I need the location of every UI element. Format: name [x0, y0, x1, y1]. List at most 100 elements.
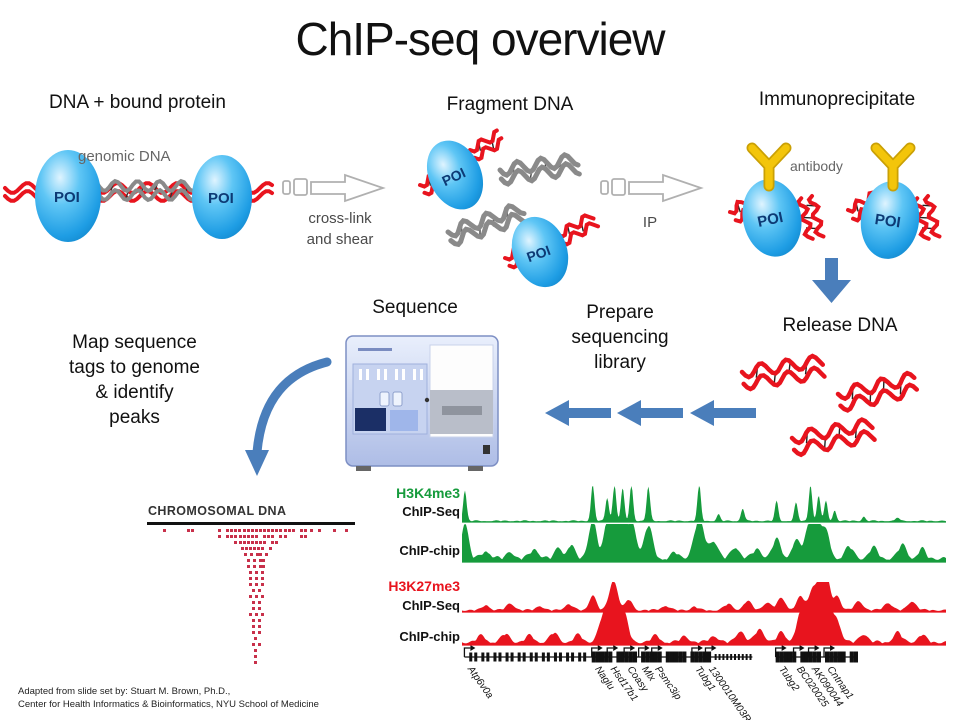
track-h3k27me3-chipseq	[462, 582, 946, 612]
sequence-tag-dot	[254, 655, 257, 658]
gene-name-label: AK090044	[809, 664, 846, 710]
prepare-label-line3: library	[594, 352, 646, 373]
sequence-tag-dot	[345, 529, 348, 532]
sequence-tag-dot	[244, 553, 247, 556]
chromosome-line	[147, 522, 355, 525]
sequence-tag-dot	[258, 565, 262, 568]
page-title: ChIP-seq overview	[295, 13, 665, 65]
sequence-tag-dot	[261, 583, 264, 586]
sequence-tag-dot	[247, 529, 250, 532]
peak-dot-area	[145, 498, 360, 676]
sequence-tag-dot	[304, 535, 307, 538]
sequence-tag-dot	[300, 535, 303, 538]
step-label-release-dna: Release DNA	[782, 315, 898, 336]
sequence-tag-dot	[251, 601, 255, 604]
sequence-tag-dot	[230, 535, 233, 538]
sequence-tag-dot	[255, 541, 258, 544]
prepare-label-line1: Prepare	[586, 302, 654, 323]
crosslink-arrow	[282, 173, 386, 203]
attribution-line2: Center for Health Informatics & Bioinfor…	[18, 699, 319, 710]
sequence-tag-dot	[279, 529, 282, 532]
sequence-tag-dot	[258, 559, 262, 562]
sequence-tag-dot	[246, 565, 250, 568]
sequence-tag-dot	[284, 529, 287, 532]
dna-fragment-red	[846, 190, 885, 223]
dna-fragment-red	[418, 163, 454, 197]
sequence-tag-dot	[163, 529, 166, 532]
sequence-tag-dot	[249, 595, 252, 598]
sequence-tag-dot	[251, 535, 254, 538]
sequence-tag-dot	[255, 571, 258, 574]
sequence-tag-dot	[284, 535, 287, 538]
step-label-sequence: Sequence	[372, 297, 458, 318]
sequence-tag-dot	[238, 529, 241, 532]
sequence-tag-dot	[254, 649, 257, 652]
sequence-tag-dot	[259, 529, 262, 532]
track-label-h3k27me3: H3K27me3	[388, 578, 460, 594]
sequence-tag-dot	[243, 535, 246, 538]
poi-label: POI	[874, 211, 902, 231]
sequence-tag-dot	[253, 547, 256, 550]
sequence-tag-dot	[255, 535, 258, 538]
gene-name-label: Mlx	[639, 664, 658, 684]
dna-fragment-red	[795, 194, 826, 241]
poi-label: POI	[756, 209, 785, 231]
sequence-tag-dot	[271, 541, 274, 544]
sequence-tag-dot	[275, 529, 278, 532]
dna-fragment-red	[789, 417, 877, 458]
gene-name-label: BC020025	[794, 664, 830, 709]
sequence-tag-dot	[252, 559, 256, 562]
ip-label: IP	[642, 214, 658, 231]
sequence-tag-dot	[251, 625, 255, 628]
sequence-tag-dot	[310, 529, 313, 532]
sequence-tag-dot	[261, 547, 264, 550]
sequence-tag-dot	[257, 625, 261, 628]
sequence-tag-dot	[261, 595, 264, 598]
sequence-tag-dot	[255, 613, 258, 616]
sequence-tag-dot	[288, 529, 291, 532]
antibody-icon	[870, 142, 916, 192]
sequence-tag-dot	[257, 631, 261, 634]
gene-name-label: Hsd17b1	[608, 664, 640, 703]
sequence-tag-dot	[318, 529, 321, 532]
left-arrow-icon	[617, 400, 683, 426]
sequence-tag-dot	[226, 529, 229, 532]
sequence-tag-dot	[259, 553, 262, 556]
sequence-tag-dot	[249, 577, 252, 580]
sequence-tag-dot	[255, 529, 258, 532]
gene-name-label: Cntnap1	[825, 664, 856, 701]
sequence-tag-dot	[218, 529, 221, 532]
sequence-tag-dot	[261, 571, 264, 574]
sequence-tag-dot	[251, 529, 254, 532]
sequence-tag-dot	[247, 541, 250, 544]
sequence-tag-dot	[304, 529, 307, 532]
dna-fragment-red	[835, 370, 920, 413]
poi-blob: POI	[860, 181, 920, 259]
sequence-tag-dot	[241, 547, 244, 550]
map-label-line3: & identify	[95, 382, 174, 403]
sequence-tag-dot	[239, 541, 242, 544]
poi-label: POI	[524, 242, 552, 265]
sequence-tag-dot	[243, 541, 246, 544]
left-arrows	[545, 400, 756, 426]
sequence-tag-dot	[251, 589, 255, 592]
curved-arrow-icon	[245, 357, 332, 476]
sequence-tag-dot	[257, 607, 261, 610]
sequence-tag-dot	[247, 535, 250, 538]
sequence-tag-dot	[271, 529, 274, 532]
antibody-label: antibody	[790, 158, 843, 174]
sequence-tag-dot	[267, 535, 270, 538]
sequence-tag-dot	[279, 535, 282, 538]
dna-fragment-red	[728, 190, 766, 224]
ip-arrow	[600, 173, 704, 203]
crosslink-label-line2: and shear	[306, 231, 374, 248]
step-label-immunoprecipitate: Immunoprecipitate	[758, 89, 916, 110]
sequence-tag-dot	[271, 535, 274, 538]
sequence-tag-dot	[267, 529, 270, 532]
track-h3k4me3-chipseq	[462, 486, 946, 522]
released-dna-fragments	[739, 353, 920, 458]
map-label-line2: tags to genome	[69, 357, 200, 378]
poi-blob: POI	[426, 140, 484, 210]
